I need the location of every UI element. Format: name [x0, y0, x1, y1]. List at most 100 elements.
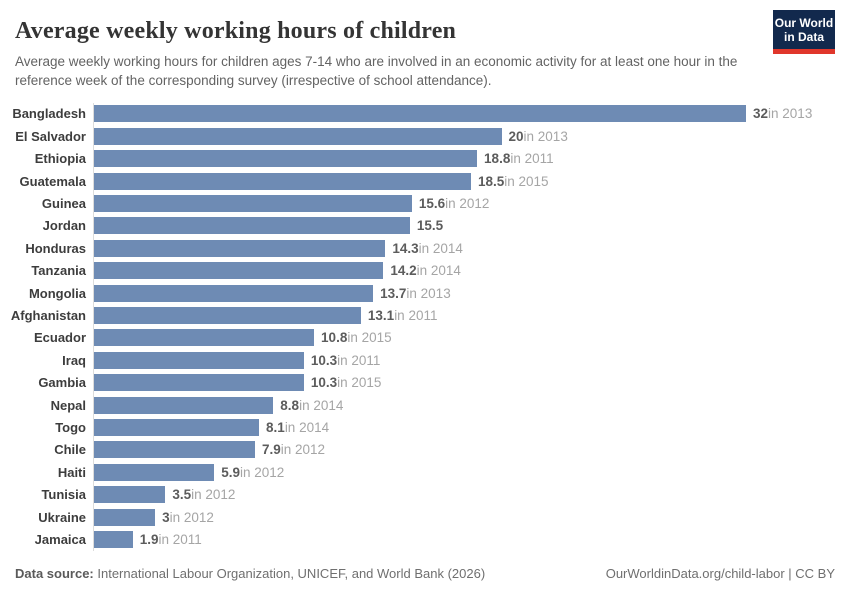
year-label: in 2014 — [418, 240, 463, 256]
country-label: Afghanistan — [10, 307, 86, 323]
year-label: in 2012 — [239, 464, 285, 480]
value-label: 5.9in 2012 — [221, 465, 284, 480]
owid-logo[interactable]: Our World in Data — [773, 10, 835, 54]
bar[interactable] — [94, 172, 471, 190]
country-label: Bangladesh — [12, 106, 86, 122]
owid-url-link[interactable]: OurWorldinData.org/child-labor | CC BY — [605, 566, 835, 581]
bar-area: 32in 2013 — [93, 102, 850, 126]
year-label: in 2011 — [510, 151, 554, 167]
bar-area: 7.9in 2012 — [93, 438, 850, 462]
bar[interactable] — [94, 508, 156, 526]
bar[interactable] — [94, 195, 412, 213]
bar-area: 14.3in 2014 — [93, 237, 850, 260]
bar-area: 18.8in 2011 — [93, 147, 850, 170]
year-label: in 2011 — [394, 307, 438, 323]
bar-area: 10.3in 2011 — [93, 349, 850, 372]
country-label: Mongolia — [28, 285, 86, 301]
value-number: 14.3 — [392, 240, 419, 256]
bar[interactable] — [94, 441, 255, 459]
bar[interactable] — [94, 418, 260, 436]
country-label: Tunisia — [41, 487, 86, 503]
bar[interactable] — [94, 530, 133, 548]
country-label: Jamaica — [34, 531, 86, 547]
chart-row: Guinea 15.6in 2012 — [0, 192, 850, 215]
value-number: 18.8 — [484, 151, 511, 167]
country-label: Chile — [54, 442, 86, 458]
bar-area: 8.8in 2014 — [93, 393, 850, 417]
value-label: 15.6in 2012 — [419, 196, 490, 211]
bar[interactable] — [94, 351, 304, 369]
year-label: in 2014 — [416, 263, 461, 279]
bar[interactable] — [94, 150, 478, 168]
country-label: Gambia — [38, 375, 86, 391]
bar[interactable] — [94, 329, 315, 347]
chart-footer: Data source: International Labour Organi… — [15, 566, 835, 581]
chart-row: Tunisia 3.5in 2012 — [0, 483, 850, 506]
bar-area: 15.6in 2012 — [93, 192, 850, 215]
value-number: 18.5 — [477, 173, 505, 189]
country-label: Ukraine — [38, 509, 86, 525]
chart-row: Chile 7.9in 2012 — [0, 438, 850, 462]
bar[interactable] — [94, 105, 746, 123]
country-label: Ecuador — [33, 330, 86, 346]
bar[interactable] — [94, 463, 215, 481]
value-number: 32 — [753, 106, 769, 122]
bar[interactable] — [94, 284, 374, 302]
year-label: in 2013 — [523, 128, 568, 144]
value-label: 3in 2012 — [162, 510, 214, 525]
chart-row: Guatemala 18.5in 2015 — [0, 169, 850, 193]
country-label: Ethiopia — [34, 151, 86, 167]
value-label: 8.8in 2014 — [280, 398, 343, 413]
year-label: in 2012 — [169, 509, 214, 525]
value-label: 10.3in 2011 — [311, 353, 381, 368]
value-label: 18.8in 2011 — [484, 151, 554, 166]
value-number: 15.6 — [418, 196, 446, 212]
bar[interactable] — [94, 262, 384, 280]
value-number: 3.5 — [172, 487, 192, 503]
bar[interactable] — [94, 217, 410, 235]
data-source-note: Data source: International Labour Organi… — [15, 566, 485, 581]
year-label: in 2014 — [284, 419, 330, 435]
page-title: Average weekly working hours of children — [15, 18, 457, 44]
chart-row: Afghanistan 13.1in 2011 — [0, 304, 850, 327]
bar-area: 18.5in 2015 — [93, 169, 850, 193]
bar[interactable] — [94, 374, 304, 392]
country-label: Iraq — [62, 352, 86, 368]
year-label: in 2015 — [347, 330, 392, 346]
bar[interactable] — [94, 486, 166, 504]
bar-area: 13.1in 2011 — [93, 304, 850, 327]
chart-row: Nepal 8.8in 2014 — [0, 393, 850, 417]
value-label: 10.8in 2015 — [321, 330, 392, 345]
value-number: 7.9 — [261, 442, 281, 458]
country-label: Honduras — [25, 240, 86, 256]
bar[interactable] — [94, 127, 502, 145]
value-label: 15.5 — [417, 218, 443, 233]
value-number: 13.7 — [380, 285, 407, 301]
bar-area: 10.8in 2015 — [93, 326, 850, 350]
chart-row: Jordan 15.5 — [0, 214, 850, 238]
data-source-label: Data source: — [15, 566, 94, 581]
year-label: in 2015 — [337, 375, 382, 391]
year-label: in 2012 — [445, 196, 490, 212]
value-label: 32in 2013 — [753, 106, 812, 121]
value-label: 20in 2013 — [509, 129, 568, 144]
country-label: Tanzania — [31, 263, 86, 279]
bar-area: 3in 2012 — [93, 505, 850, 529]
value-label: 8.1in 2014 — [266, 420, 329, 435]
bar[interactable] — [94, 306, 361, 324]
country-label: Jordan — [42, 218, 86, 234]
bar-area: 15.5 — [93, 214, 850, 238]
value-label: 13.1in 2011 — [368, 308, 438, 323]
year-label: in 2011 — [158, 531, 202, 547]
value-number: 8.8 — [280, 397, 300, 413]
bar-area: 14.2in 2014 — [93, 259, 850, 282]
chart-row: Ethiopia 18.8in 2011 — [0, 147, 850, 170]
bar-area: 13.7in 2013 — [93, 281, 850, 305]
chart-subtitle: Average weekly working hours for childre… — [15, 54, 738, 88]
country-label: Togo — [55, 419, 86, 435]
bar[interactable] — [94, 396, 274, 414]
value-number: 5.9 — [221, 464, 240, 480]
bar[interactable] — [94, 239, 386, 257]
year-label: in 2014 — [299, 397, 344, 413]
owid-logo-line1: Our World — [774, 16, 834, 30]
